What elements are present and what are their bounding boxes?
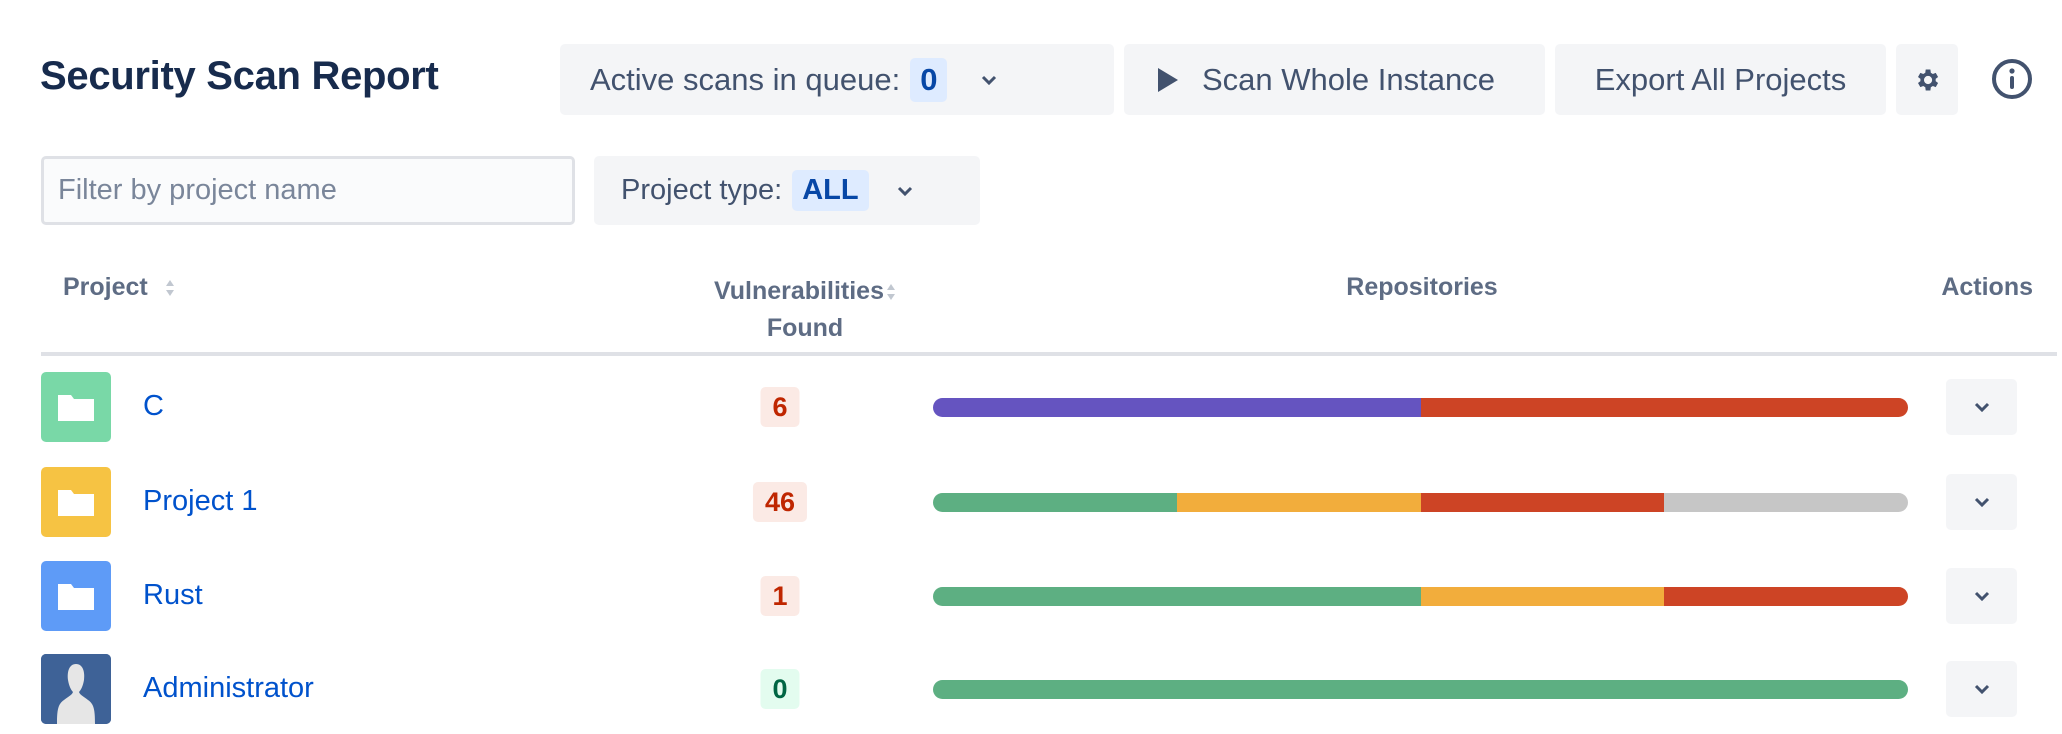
user-avatar-icon bbox=[41, 654, 111, 724]
vulnerability-count-badge: 46 bbox=[752, 482, 808, 522]
repository-segment bbox=[1420, 587, 1665, 606]
chevron-down-icon bbox=[1974, 684, 1989, 694]
repositories-status-bar bbox=[933, 587, 1908, 606]
column-header-actions: Actions bbox=[1941, 273, 2033, 301]
export-label: Export All Projects bbox=[1594, 61, 1847, 97]
row-actions-button[interactable] bbox=[1946, 474, 2017, 530]
scan-whole-instance-button[interactable]: Scan Whole Instance bbox=[1124, 44, 1545, 115]
repository-segment bbox=[1176, 493, 1421, 512]
queue-count-badge: 0 bbox=[910, 57, 948, 102]
queue-label: Active scans in queue: bbox=[590, 61, 901, 97]
repository-segment bbox=[1664, 493, 1908, 512]
vulnerability-count-badge: 6 bbox=[760, 387, 800, 427]
repository-segment bbox=[933, 587, 1421, 606]
project-type-value: ALL bbox=[792, 170, 869, 211]
play-icon bbox=[1158, 67, 1178, 92]
chevron-down-icon bbox=[893, 179, 917, 203]
project-name-link[interactable]: C bbox=[143, 390, 164, 422]
repository-segment bbox=[933, 493, 1177, 512]
found-header-label: Found bbox=[766, 314, 844, 342]
project-filter-input[interactable] bbox=[41, 156, 575, 225]
project-type-label: Project type: bbox=[621, 174, 783, 206]
sort-icon bbox=[886, 284, 895, 301]
repository-segment bbox=[933, 398, 1421, 417]
repositories-status-bar bbox=[933, 398, 1908, 417]
repository-segment bbox=[1420, 398, 1908, 417]
column-header-vulnerabilities[interactable]: Vulnerabilities Found bbox=[700, 273, 910, 347]
gear-icon bbox=[1918, 69, 1939, 90]
repository-segment bbox=[1420, 493, 1665, 512]
repository-segment bbox=[933, 680, 1908, 699]
header-divider bbox=[41, 352, 2057, 356]
chevron-down-icon bbox=[1974, 497, 1989, 507]
row-actions-button[interactable] bbox=[1946, 661, 2017, 717]
vulnerability-count-badge: 1 bbox=[760, 576, 800, 616]
folder-icon bbox=[41, 561, 111, 631]
row-actions-button[interactable] bbox=[1946, 568, 2017, 624]
project-type-dropdown[interactable]: Project type: ALL bbox=[594, 156, 980, 225]
info-icon[interactable] bbox=[1991, 58, 2033, 100]
repositories-status-bar bbox=[933, 680, 1908, 699]
column-header-project[interactable]: Project bbox=[63, 273, 175, 302]
settings-button[interactable] bbox=[1896, 44, 1958, 115]
folder-icon bbox=[41, 467, 111, 537]
repositories-status-bar bbox=[933, 493, 1908, 512]
chevron-down-icon bbox=[977, 68, 1001, 92]
scan-label: Scan Whole Instance bbox=[1202, 61, 1495, 97]
chevron-down-icon bbox=[1974, 402, 1989, 412]
folder-icon bbox=[41, 372, 111, 442]
sort-icon bbox=[165, 280, 174, 297]
vulnerability-count-badge: 0 bbox=[760, 669, 800, 709]
project-name-link[interactable]: Administrator bbox=[143, 672, 314, 704]
active-scans-dropdown[interactable]: Active scans in queue: 0 bbox=[560, 44, 1114, 115]
project-header-label: Project bbox=[63, 273, 148, 301]
project-name-link[interactable]: Project 1 bbox=[143, 485, 258, 517]
repository-segment bbox=[1664, 587, 1908, 606]
chevron-down-icon bbox=[1974, 591, 1989, 601]
export-all-projects-button[interactable]: Export All Projects bbox=[1555, 44, 1886, 115]
vulnerabilities-header-label: Vulnerabilities bbox=[714, 277, 884, 305]
column-header-repositories: Repositories bbox=[1346, 273, 1498, 301]
project-name-link[interactable]: Rust bbox=[143, 579, 203, 611]
row-actions-button[interactable] bbox=[1946, 379, 2017, 435]
page-title: Security Scan Report bbox=[40, 54, 439, 98]
